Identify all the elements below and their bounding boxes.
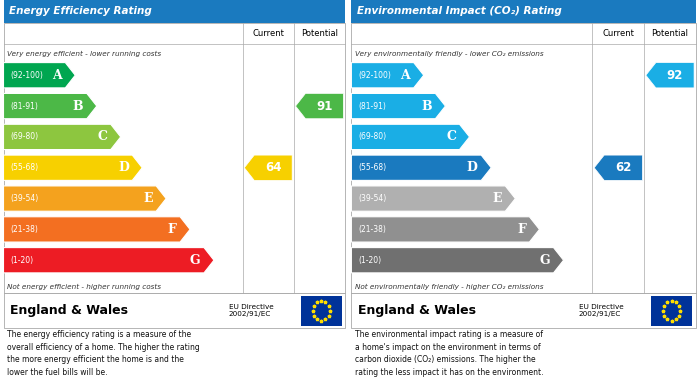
Polygon shape bbox=[4, 124, 120, 149]
Text: (92-100): (92-100) bbox=[10, 71, 43, 80]
Text: EU Directive
2002/91/EC: EU Directive 2002/91/EC bbox=[229, 304, 274, 317]
Text: C: C bbox=[446, 131, 456, 143]
Bar bbox=[301, 296, 342, 325]
Polygon shape bbox=[4, 248, 214, 273]
Text: 62: 62 bbox=[615, 161, 631, 174]
Text: Energy Efficiency Rating: Energy Efficiency Rating bbox=[8, 6, 151, 16]
Text: 91: 91 bbox=[316, 100, 332, 113]
Text: E: E bbox=[492, 192, 502, 205]
Text: Not environmentally friendly - higher CO₂ emissions: Not environmentally friendly - higher CO… bbox=[355, 284, 543, 291]
Text: (81-91): (81-91) bbox=[358, 102, 386, 111]
Text: (81-91): (81-91) bbox=[10, 102, 38, 111]
Text: The environmental impact rating is a measure of
a home's impact on the environme: The environmental impact rating is a mea… bbox=[355, 330, 543, 377]
Text: (39-54): (39-54) bbox=[358, 194, 386, 203]
Text: (55-68): (55-68) bbox=[358, 163, 386, 172]
Text: (69-80): (69-80) bbox=[10, 133, 38, 142]
Text: Current: Current bbox=[603, 29, 634, 38]
Text: B: B bbox=[73, 100, 83, 113]
Polygon shape bbox=[4, 186, 166, 211]
Bar bbox=[651, 296, 692, 325]
Polygon shape bbox=[646, 63, 694, 88]
Polygon shape bbox=[4, 93, 97, 119]
Text: (39-54): (39-54) bbox=[10, 194, 38, 203]
Polygon shape bbox=[351, 186, 515, 211]
Text: Current: Current bbox=[252, 29, 284, 38]
Text: A: A bbox=[52, 69, 62, 82]
Bar bbox=[351, 0, 696, 23]
Text: F: F bbox=[517, 223, 526, 236]
Text: The energy efficiency rating is a measure of the
overall efficiency of a home. T: The energy efficiency rating is a measur… bbox=[7, 330, 199, 377]
Text: D: D bbox=[467, 161, 478, 174]
Polygon shape bbox=[351, 93, 445, 119]
Text: EU Directive
2002/91/EC: EU Directive 2002/91/EC bbox=[579, 304, 624, 317]
Text: Very environmentally friendly - lower CO₂ emissions: Very environmentally friendly - lower CO… bbox=[355, 51, 543, 57]
Text: (55-68): (55-68) bbox=[10, 163, 38, 172]
Polygon shape bbox=[4, 155, 142, 180]
Text: Potential: Potential bbox=[652, 29, 689, 38]
Polygon shape bbox=[4, 217, 190, 242]
Polygon shape bbox=[4, 63, 75, 88]
Polygon shape bbox=[594, 155, 643, 180]
Text: (1-20): (1-20) bbox=[10, 256, 34, 265]
Bar bbox=[351, 293, 696, 328]
Text: Environmental Impact (CO₂) Rating: Environmental Impact (CO₂) Rating bbox=[356, 6, 561, 16]
Text: England & Wales: England & Wales bbox=[358, 304, 476, 317]
Text: 64: 64 bbox=[265, 161, 281, 174]
Polygon shape bbox=[351, 248, 564, 273]
Text: D: D bbox=[118, 161, 129, 174]
Bar bbox=[4, 0, 345, 23]
Text: A: A bbox=[400, 69, 410, 82]
Text: F: F bbox=[168, 223, 176, 236]
Text: Not energy efficient - higher running costs: Not energy efficient - higher running co… bbox=[7, 284, 161, 291]
Text: B: B bbox=[421, 100, 432, 113]
Text: (69-80): (69-80) bbox=[358, 133, 386, 142]
Text: (21-38): (21-38) bbox=[10, 225, 38, 234]
Polygon shape bbox=[351, 217, 540, 242]
Text: England & Wales: England & Wales bbox=[10, 304, 128, 317]
Polygon shape bbox=[244, 155, 292, 180]
Text: Potential: Potential bbox=[301, 29, 338, 38]
Text: E: E bbox=[144, 192, 153, 205]
Text: G: G bbox=[540, 254, 550, 267]
Bar bbox=[351, 23, 696, 293]
Text: G: G bbox=[190, 254, 201, 267]
Polygon shape bbox=[351, 124, 470, 149]
Text: Very energy efficient - lower running costs: Very energy efficient - lower running co… bbox=[7, 51, 161, 57]
Polygon shape bbox=[351, 63, 423, 88]
Text: (92-100): (92-100) bbox=[358, 71, 391, 80]
Bar bbox=[4, 23, 345, 293]
Polygon shape bbox=[351, 155, 491, 180]
Text: (1-20): (1-20) bbox=[358, 256, 382, 265]
Text: (21-38): (21-38) bbox=[358, 225, 386, 234]
Polygon shape bbox=[295, 93, 344, 119]
Bar bbox=[4, 293, 345, 328]
Text: 92: 92 bbox=[667, 69, 683, 82]
Text: C: C bbox=[97, 131, 107, 143]
